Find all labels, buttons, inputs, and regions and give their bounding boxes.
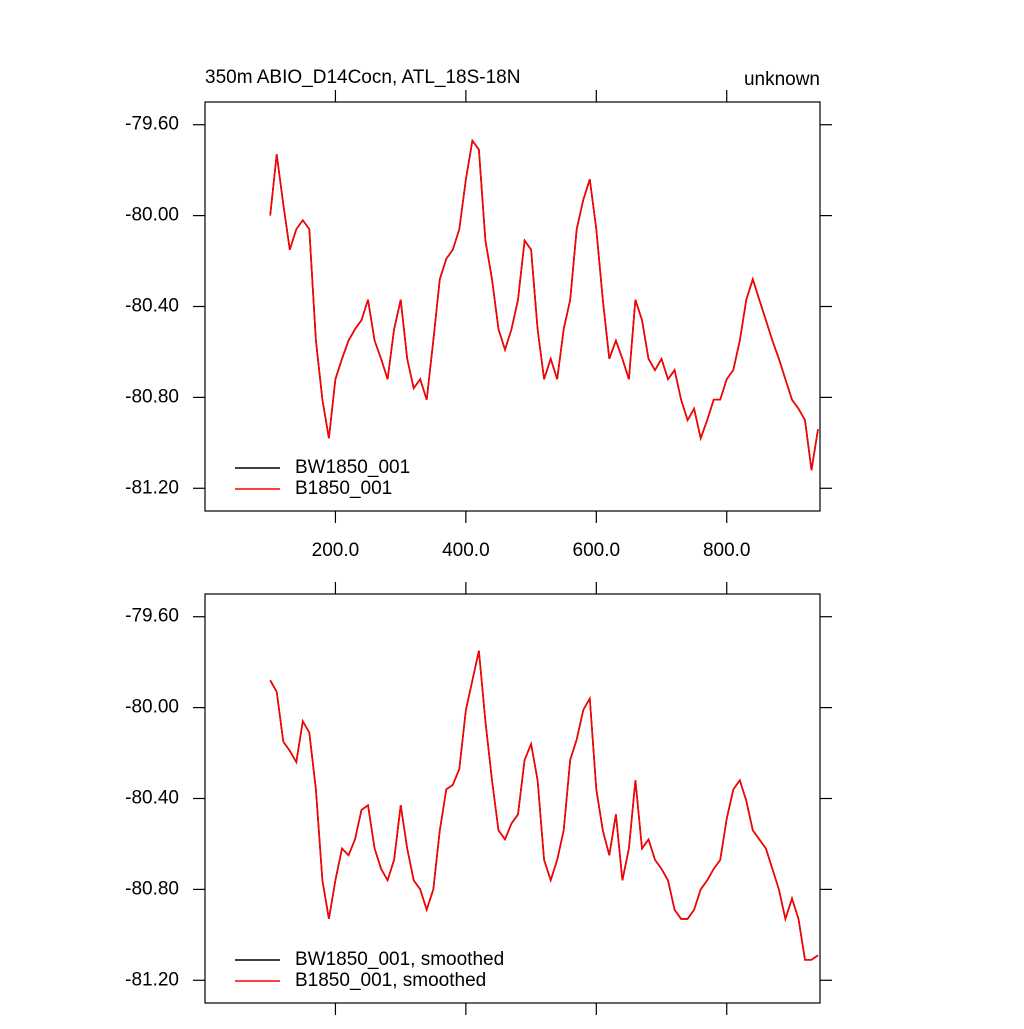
data-line [269,650,819,961]
y-tick-label: -80.00 [125,697,179,718]
chart-subtitle: unknown [744,69,820,90]
y-tick-label: -80.80 [125,386,179,407]
y-tick-label: -80.40 [125,788,179,809]
y-tick-label: -79.60 [125,114,179,135]
legend-label: B1850_001, smoothed [295,970,486,991]
plot-frame [204,593,821,1004]
y-tick-label: -80.00 [125,205,179,226]
x-tick-label: 800.0 [703,540,751,561]
legend-label: B1850_001 [295,478,392,499]
x-tick-label: 400.0 [442,540,490,561]
y-tick-label: -81.20 [125,969,179,990]
y-tick-label: -79.60 [125,606,179,627]
legend-label: BW1850_001, smoothed [295,949,504,970]
legend-label: BW1850_001 [295,457,410,478]
chart-title: 350m ABIO_D14Cocn, ATL_18S-18N [205,67,520,88]
data-line [269,138,819,471]
plot-frame [204,101,821,512]
data-line [269,138,819,471]
y-tick-label: -80.80 [125,878,179,899]
y-tick-label: -81.20 [125,477,179,498]
x-tick-label: 200.0 [312,540,360,561]
data-line [269,650,819,961]
x-tick-label: 600.0 [573,540,621,561]
y-tick-label: -80.40 [125,296,179,317]
